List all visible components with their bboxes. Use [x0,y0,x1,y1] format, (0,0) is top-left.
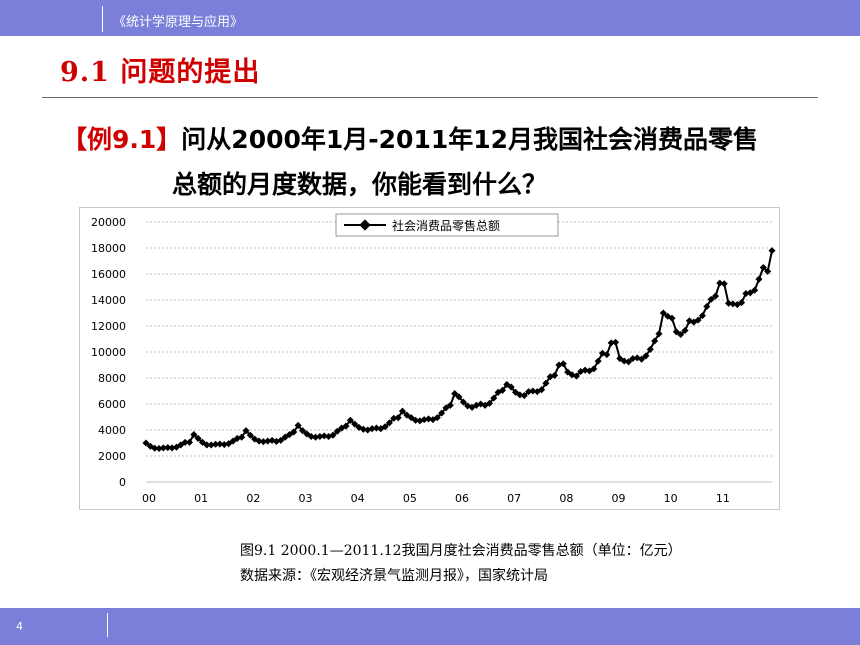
data-point [755,275,763,283]
x-tick-label: 09 [612,492,626,505]
data-point [194,434,202,442]
y-tick-label: 10000 [91,346,126,359]
x-tick-label: 11 [716,492,730,505]
data-point [168,444,176,452]
data-point [655,330,663,338]
question-text-1: 问从2000年1月-2011年12月我国社会消费品零售 [181,125,759,154]
x-tick-label: 07 [507,492,521,505]
data-point [238,433,246,441]
y-tick-label: 8000 [98,372,126,385]
data-point [625,358,633,366]
y-tick-label: 16000 [91,268,126,281]
data-point [542,379,550,387]
chart-legend: 社会消费品零售总额 [335,213,559,237]
data-point [359,425,367,433]
data-point [207,441,215,449]
data-point [390,414,398,422]
data-point [751,286,759,294]
data-point [320,432,328,440]
y-tick-label: 12000 [91,320,126,333]
data-point [707,295,715,303]
data-point [720,280,728,288]
data-point [333,427,341,435]
data-point [155,444,163,453]
question-line-2: 总额的月度数据，你能看到什么？ [172,170,548,199]
data-point [516,391,524,399]
data-point [307,432,315,441]
data-point [420,416,428,424]
data-point [398,407,406,415]
data-point [572,372,580,380]
data-point [346,416,354,424]
x-tick-label: 04 [351,492,365,505]
slide-title: 9.1 问题的提出 [60,57,261,88]
data-point [368,425,376,433]
data-point [164,444,172,452]
data-point [312,433,320,441]
data-point [611,338,620,346]
top-banner: 《统计学原理与应用》 [0,0,860,36]
title-divider [42,97,818,98]
data-point [538,386,546,394]
x-tick-label: 01 [194,492,208,505]
x-tick-label: 03 [299,492,313,505]
data-point [694,316,702,324]
data-point [190,431,198,439]
question-line-1: 【例9.1】问从2000年1月-2011年12月我国社会消费品零售 [62,120,758,156]
data-point [455,393,463,401]
x-tick-label: 02 [246,492,260,505]
data-point [668,314,676,322]
data-point [742,289,750,298]
y-tick-label: 6000 [98,398,126,411]
y-tick-label: 4000 [98,424,126,437]
data-source: 数据来源：《宏观经济景气监测月报》，国家统计局 [240,568,548,584]
x-tick-label: 06 [455,492,469,505]
bottom-banner: 4 [0,608,860,645]
data-point [485,399,493,407]
data-point [498,386,507,394]
x-tick-label: 08 [559,492,573,505]
data-point [638,355,646,363]
data-point [651,337,659,345]
data-point [681,326,689,335]
y-tick-label: 14000 [91,294,126,307]
example-label: 【例9.1】 [62,125,182,154]
data-point [433,414,441,422]
data-point [677,330,685,338]
data-point [551,371,559,379]
y-tick-label: 20000 [91,216,126,229]
data-point [381,423,389,431]
series-line [145,250,773,450]
chart-container: 0 2000 4000 6000 8000 10000 12000 14000 16000 180… [79,207,780,510]
data-point [412,416,420,424]
data-point [372,424,380,432]
footer-divider [107,613,108,637]
data-point [490,394,498,402]
data-point [216,440,224,448]
data-point [768,247,776,255]
legend-label: 社会消费品零售总额 [392,218,500,233]
y-tick-label: 18000 [91,242,126,255]
y-tick-label: 2000 [98,450,126,463]
x-tick-label: 00 [142,492,156,505]
x-tick-label: 10 [664,492,678,505]
x-tick-label: 05 [403,492,417,505]
data-point [242,427,250,435]
data-point [394,414,402,422]
figure-caption: 图9.1 2000.1—2011.12我国月度社会消费品零售总额（单位：亿元） [240,543,682,559]
data-point [351,420,359,428]
data-point [459,398,467,406]
line-chart: 0200040006000800010000120001400016000180… [91,213,776,505]
data-point [298,427,307,435]
data-point [142,439,150,447]
data-point [446,401,454,409]
book-title: 《统计学原理与应用》 [113,15,244,30]
header-divider [102,6,103,32]
data-point [255,437,263,445]
data-point [151,444,159,452]
y-tick-label: 0 [119,476,126,489]
page-number: 4 [16,620,23,633]
data-point [716,279,724,287]
